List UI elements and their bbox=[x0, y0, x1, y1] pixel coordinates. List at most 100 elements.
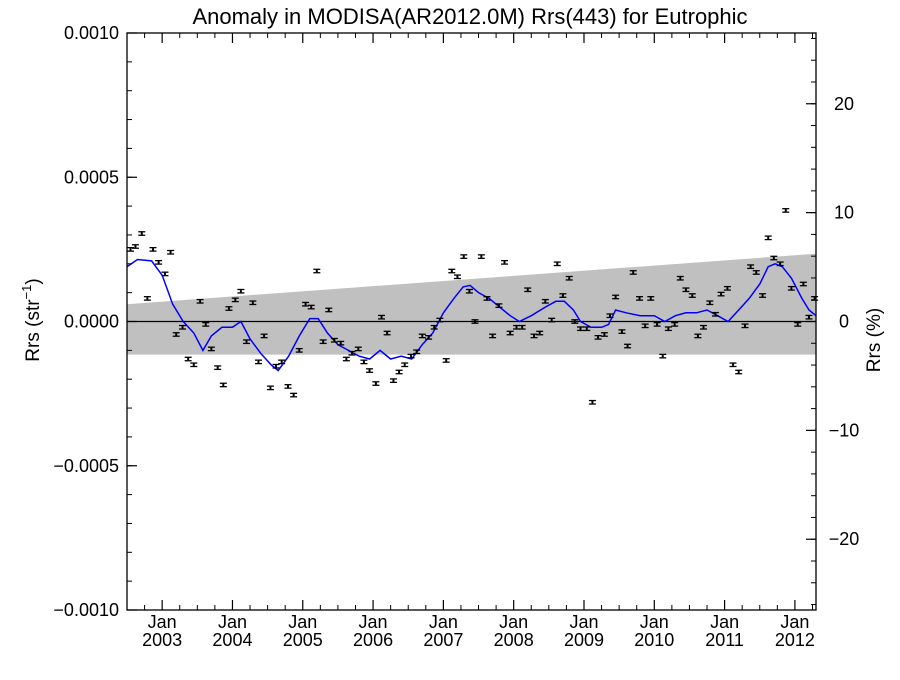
data-point bbox=[269, 386, 272, 389]
data-point bbox=[462, 255, 465, 258]
y-tick-label: 0.0005 bbox=[64, 167, 119, 187]
data-point bbox=[684, 288, 687, 291]
x-tick-month-label: Jan bbox=[218, 612, 247, 632]
x-tick-year-label: 2006 bbox=[353, 630, 393, 650]
data-point bbox=[737, 370, 740, 373]
x-tick-month-label: Jan bbox=[569, 612, 598, 632]
data-point bbox=[726, 287, 729, 290]
x-tick-year-label: 2011 bbox=[705, 630, 744, 650]
data-point bbox=[468, 290, 471, 293]
data-point bbox=[350, 352, 353, 355]
data-point bbox=[538, 332, 541, 335]
data-point bbox=[779, 262, 782, 265]
y-axis-label-close: ) bbox=[23, 278, 44, 284]
data-point bbox=[322, 340, 325, 343]
data-point bbox=[732, 363, 735, 366]
x-tick-year-label: 2012 bbox=[775, 630, 815, 650]
data-point bbox=[368, 369, 371, 372]
data-point bbox=[579, 327, 582, 330]
x-tick-year-label: 2003 bbox=[142, 630, 182, 650]
data-point bbox=[509, 332, 512, 335]
data-point bbox=[772, 257, 775, 260]
data-point bbox=[427, 336, 430, 339]
data-point bbox=[187, 358, 190, 361]
data-point bbox=[573, 320, 576, 323]
data-point bbox=[239, 290, 242, 293]
data-point bbox=[287, 385, 290, 388]
data-point bbox=[632, 271, 635, 274]
y-tick-label: 0.0000 bbox=[64, 312, 119, 332]
y2-axis-label: Rrs (%) bbox=[864, 308, 885, 372]
data-point bbox=[315, 270, 318, 273]
data-point bbox=[720, 293, 723, 296]
data-point bbox=[216, 366, 219, 369]
data-point bbox=[251, 301, 254, 304]
x-tick-month-label: Jan bbox=[780, 612, 809, 632]
data-point bbox=[263, 334, 266, 337]
data-point bbox=[234, 298, 237, 301]
data-point bbox=[210, 347, 213, 350]
x-tick-year-label: 2010 bbox=[634, 630, 674, 650]
y-tick-label: −0.0005 bbox=[53, 456, 119, 476]
data-point bbox=[222, 383, 225, 386]
data-point bbox=[450, 270, 453, 273]
data-point bbox=[614, 295, 617, 298]
data-point bbox=[403, 363, 406, 366]
data-point bbox=[333, 339, 336, 342]
data-point bbox=[708, 301, 711, 304]
data-point bbox=[597, 336, 600, 339]
data-point bbox=[129, 248, 132, 251]
y2-tick-label: −10 bbox=[829, 420, 860, 440]
data-point bbox=[445, 359, 448, 362]
data-point bbox=[433, 326, 436, 329]
x-tick-month-label: Jan bbox=[359, 612, 388, 632]
y2-tick-label: 20 bbox=[834, 94, 854, 114]
y-tick-label: 0.0010 bbox=[64, 23, 119, 43]
data-point bbox=[169, 251, 172, 254]
data-point bbox=[556, 262, 559, 265]
data-point bbox=[140, 232, 143, 235]
data-point bbox=[533, 334, 536, 337]
data-point bbox=[474, 320, 477, 323]
data-point bbox=[157, 261, 160, 264]
data-point bbox=[398, 370, 401, 373]
data-point bbox=[790, 287, 793, 290]
data-point bbox=[327, 308, 330, 311]
y-tick-label: −0.0010 bbox=[53, 600, 119, 620]
data-point bbox=[438, 319, 441, 322]
data-point bbox=[550, 319, 553, 322]
data-point bbox=[749, 265, 752, 268]
y-axis-label: Rrs (str−1) bbox=[19, 278, 44, 361]
data-point bbox=[673, 323, 676, 326]
data-point bbox=[544, 300, 547, 303]
data-point bbox=[380, 316, 383, 319]
data-point bbox=[585, 327, 588, 330]
chart-title: Anomaly in MODISA(AR2012.0M) Rrs(443) fo… bbox=[192, 4, 747, 29]
data-point bbox=[181, 326, 184, 329]
data-point bbox=[591, 401, 594, 404]
data-point bbox=[784, 209, 787, 212]
data-point bbox=[227, 307, 230, 310]
x-tick-year-label: 2007 bbox=[423, 630, 463, 650]
data-point bbox=[152, 248, 155, 251]
data-point bbox=[245, 340, 248, 343]
y-axis-label-main: Rrs (str bbox=[23, 299, 44, 362]
y2-tick-label: 10 bbox=[834, 203, 854, 223]
data-point bbox=[691, 294, 694, 297]
data-point bbox=[767, 236, 770, 239]
data-point bbox=[146, 297, 149, 300]
data-point bbox=[362, 360, 365, 363]
data-point bbox=[257, 360, 260, 363]
data-point bbox=[392, 379, 395, 382]
data-point bbox=[345, 358, 348, 361]
data-point bbox=[644, 324, 647, 327]
data-point bbox=[357, 347, 360, 350]
data-point bbox=[497, 304, 500, 307]
data-point bbox=[526, 288, 529, 291]
data-point bbox=[192, 363, 195, 366]
plot-area: 0.00100.00050.0000−0.0005−0.001020100−10… bbox=[53, 23, 859, 650]
confidence-band bbox=[127, 253, 816, 355]
data-point bbox=[796, 323, 799, 326]
